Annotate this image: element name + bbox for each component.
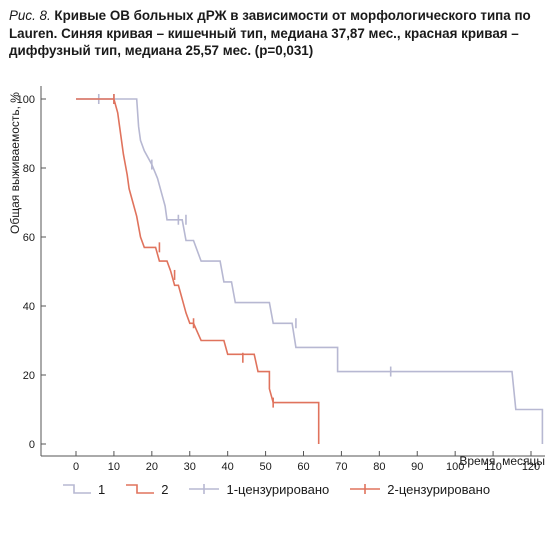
legend-label: 1-цензурировано <box>226 481 330 497</box>
x-axis-label: Время, месяцы <box>459 454 545 468</box>
legend-censor-swatch <box>189 484 220 494</box>
legend-item-2: 2 <box>125 482 168 497</box>
figure-caption: Рис. 8. Кривые ОВ больных дРЖ в зависимо… <box>9 7 545 60</box>
legend-label: 2-цензурировано <box>387 481 491 497</box>
legend-censor-swatch <box>350 484 381 494</box>
x-tick-label: 100 <box>446 461 464 473</box>
y-tick-label: 40 <box>23 301 35 313</box>
x-tick-label: 50 <box>259 461 271 473</box>
x-tick-label: 60 <box>297 461 309 473</box>
figure-caption-text: Кривые ОВ больных дРЖ в зависимости от м… <box>9 8 531 58</box>
x-tick-label: 90 <box>411 461 423 473</box>
legend-label: 1 <box>98 481 106 497</box>
chart-legend: 1 2 1-цензурировано 2-цензурировано <box>62 479 510 499</box>
y-tick-label: 100 <box>17 94 35 106</box>
y-tick-label: 80 <box>23 163 35 175</box>
x-tick-label: 10 <box>108 461 120 473</box>
y-tick-label: 0 <box>29 439 35 451</box>
y-axis-label: Общая выживаемость, % <box>8 92 22 234</box>
y-tick-label: 20 <box>23 370 35 382</box>
legend-item-3: 1-цензурировано <box>188 482 329 497</box>
series-2-curve <box>76 98 320 444</box>
x-tick-label: 70 <box>335 461 347 473</box>
x-tick-label: 40 <box>222 461 234 473</box>
legend-step-swatch <box>126 484 155 494</box>
x-tick-label: 80 <box>373 461 385 473</box>
figure-label: Рис. 8. <box>9 8 51 23</box>
x-tick-label: 0 <box>73 461 79 473</box>
x-tick-label: 110 <box>484 461 502 473</box>
series-1-curve <box>76 98 544 444</box>
x-tick-label: 20 <box>146 461 158 473</box>
y-tick-label: 60 <box>23 232 35 244</box>
legend-label: 2 <box>161 481 169 497</box>
x-tick-label: 120 <box>522 461 540 473</box>
x-tick-label: 30 <box>184 461 196 473</box>
legend-item-4: 2-цензурировано <box>349 482 490 497</box>
legend-step-swatch <box>63 484 91 494</box>
legend-item-1: 1 <box>62 482 105 497</box>
